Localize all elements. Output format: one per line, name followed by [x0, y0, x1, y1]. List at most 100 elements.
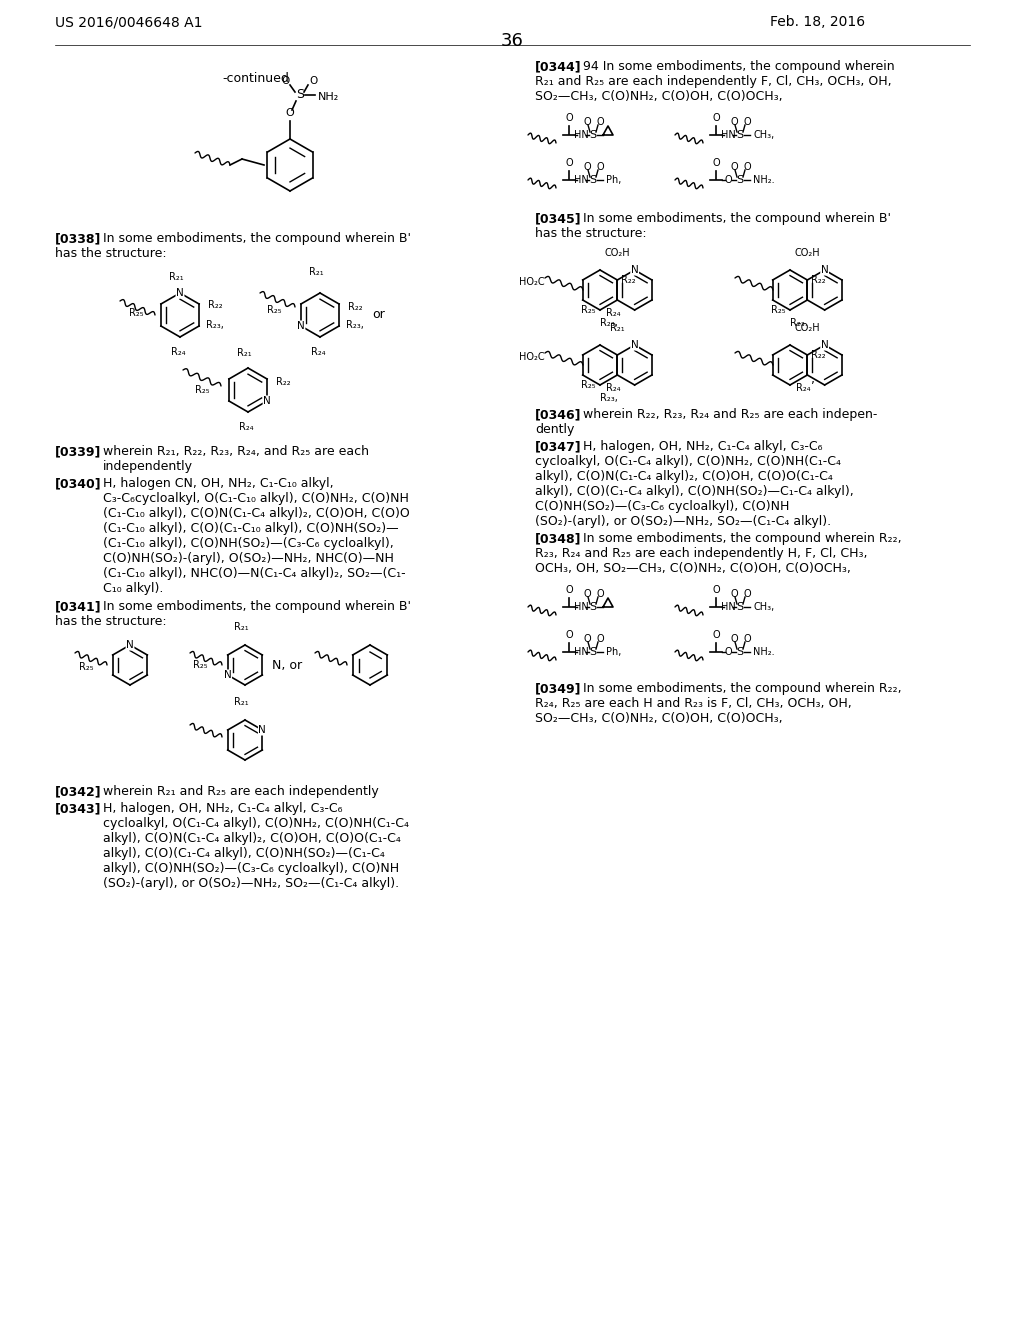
- Text: R₂₁: R₂₁: [169, 272, 183, 282]
- Text: R₂₄: R₂₄: [606, 383, 621, 393]
- Text: NH₂.: NH₂.: [753, 176, 774, 185]
- Text: alkyl), C(O)N(C₁-C₄ alkyl)₂, C(O)OH, C(O)O(C₁-C₄: alkyl), C(O)N(C₁-C₄ alkyl)₂, C(O)OH, C(O…: [535, 470, 833, 483]
- Text: HN: HN: [573, 129, 589, 140]
- Text: dently: dently: [535, 422, 574, 436]
- Text: S: S: [590, 129, 597, 140]
- Text: (SO₂)-(aryl), or O(SO₂)—NH₂, SO₂—(C₁-C₄ alkyl).: (SO₂)-(aryl), or O(SO₂)—NH₂, SO₂—(C₁-C₄ …: [103, 876, 399, 890]
- Text: [0347]: [0347]: [535, 440, 582, 453]
- Text: R₂₂: R₂₂: [811, 275, 826, 285]
- Text: R₂₅: R₂₅: [129, 308, 144, 318]
- Text: Ph,: Ph,: [606, 647, 622, 657]
- Text: R₂₄: R₂₄: [171, 347, 185, 356]
- Text: O: O: [743, 589, 751, 599]
- Text: [0345]: [0345]: [535, 213, 582, 224]
- Text: O: O: [584, 162, 591, 172]
- Text: HN: HN: [573, 602, 589, 612]
- Text: R₂₅: R₂₅: [582, 380, 596, 389]
- Text: 94 In some embodiments, the compound wherein: 94 In some embodiments, the compound whe…: [583, 59, 895, 73]
- Text: N, or: N, or: [272, 659, 302, 672]
- Text: [0341]: [0341]: [55, 601, 101, 612]
- Text: or: or: [372, 309, 385, 322]
- Text: wherein R₂₁ and R₂₅ are each independently: wherein R₂₁ and R₂₅ are each independent…: [103, 785, 379, 799]
- Text: R₂₅: R₂₅: [267, 305, 282, 315]
- Text: C₁₀ alkyl).: C₁₀ alkyl).: [103, 582, 164, 595]
- Text: O: O: [730, 162, 738, 172]
- Text: has the structure:: has the structure:: [55, 247, 167, 260]
- Text: alkyl), C(O)NH(SO₂)—(C₃-C₆ cycloalkyl), C(O)NH: alkyl), C(O)NH(SO₂)—(C₃-C₆ cycloalkyl), …: [103, 862, 399, 875]
- Text: -continued: -continued: [222, 73, 289, 84]
- Text: OCH₃, OH, SO₂—CH₃, C(O)NH₂, C(O)OH, C(O)OCH₃,: OCH₃, OH, SO₂—CH₃, C(O)NH₂, C(O)OH, C(O)…: [535, 562, 851, 576]
- Text: O: O: [584, 634, 591, 644]
- Text: R₂₂: R₂₂: [811, 350, 826, 360]
- Text: R₂₄: R₂₄: [310, 347, 326, 356]
- Text: S: S: [296, 88, 304, 102]
- Text: R₂₂: R₂₂: [348, 302, 362, 312]
- Text: HN: HN: [573, 176, 589, 185]
- Text: N: N: [126, 640, 134, 649]
- Text: S: S: [736, 129, 743, 140]
- Text: R₂₁ and R₂₅ are each independently F, Cl, CH₃, OCH₃, OH,: R₂₁ and R₂₅ are each independently F, Cl…: [535, 75, 892, 88]
- Text: R₂₅: R₂₅: [582, 305, 596, 315]
- Text: R₂₃,: R₂₃,: [600, 393, 617, 403]
- Text: S: S: [736, 176, 743, 185]
- Text: R₂₁: R₂₁: [233, 622, 248, 632]
- Text: cycloalkyl, O(C₁-C₄ alkyl), C(O)NH₂, C(O)NH(C₁-C₄: cycloalkyl, O(C₁-C₄ alkyl), C(O)NH₂, C(O…: [103, 817, 409, 830]
- Text: has the structure:: has the structure:: [55, 615, 167, 628]
- Text: H, halogen CN, OH, NH₂, C₁-C₁₀ alkyl,: H, halogen CN, OH, NH₂, C₁-C₁₀ alkyl,: [103, 477, 334, 490]
- Text: C₃-C₆cycloalkyl, O(C₁-C₁₀ alkyl), C(O)NH₂, C(O)NH: C₃-C₆cycloalkyl, O(C₁-C₁₀ alkyl), C(O)NH…: [103, 492, 409, 506]
- Text: S: S: [736, 602, 743, 612]
- Text: [0340]: [0340]: [55, 477, 101, 490]
- Text: O: O: [596, 634, 604, 644]
- Text: C(O)NH(SO₂)-(aryl), O(SO₂)—NH₂, NHC(O)—NH: C(O)NH(SO₂)-(aryl), O(SO₂)—NH₂, NHC(O)—N…: [103, 552, 394, 565]
- Text: NH₂: NH₂: [318, 92, 339, 102]
- Text: [0342]: [0342]: [55, 785, 101, 799]
- Text: [0343]: [0343]: [55, 803, 101, 814]
- Text: O: O: [743, 634, 751, 644]
- Text: [0346]: [0346]: [535, 408, 582, 421]
- Text: O: O: [584, 589, 591, 599]
- Text: N: N: [263, 396, 271, 407]
- Text: CO₂H: CO₂H: [604, 248, 630, 257]
- Text: CO₂H: CO₂H: [795, 323, 820, 333]
- Text: O: O: [282, 77, 290, 86]
- Text: US 2016/0046648 A1: US 2016/0046648 A1: [55, 15, 203, 29]
- Text: S: S: [590, 602, 597, 612]
- Text: (SO₂)-(aryl), or O(SO₂)—NH₂, SO₂—(C₁-C₄ alkyl).: (SO₂)-(aryl), or O(SO₂)—NH₂, SO₂—(C₁-C₄ …: [535, 515, 831, 528]
- Text: O: O: [712, 585, 720, 595]
- Text: R₂₅: R₂₅: [193, 660, 207, 671]
- Text: (C₁-C₁₀ alkyl), C(O)NH(SO₂)—(C₃-C₆ cycloalkyl),: (C₁-C₁₀ alkyl), C(O)NH(SO₂)—(C₃-C₆ cyclo…: [103, 537, 394, 550]
- Text: R₂₅: R₂₅: [771, 305, 786, 315]
- Text: O: O: [712, 158, 720, 168]
- Text: R₂₃,: R₂₃,: [206, 319, 224, 330]
- Text: alkyl), C(O)(C₁-C₄ alkyl), C(O)NH(SO₂)—(C₁-C₄: alkyl), C(O)(C₁-C₄ alkyl), C(O)NH(SO₂)—(…: [103, 847, 385, 861]
- Text: [0349]: [0349]: [535, 682, 582, 696]
- Text: C(O)NH(SO₂)—(C₃-C₆ cycloalkyl), C(O)NH: C(O)NH(SO₂)—(C₃-C₆ cycloalkyl), C(O)NH: [535, 500, 790, 513]
- Text: S: S: [736, 647, 743, 657]
- Text: (C₁-C₁₀ alkyl), C(O)(C₁-C₁₀ alkyl), C(O)NH(SO₂)—: (C₁-C₁₀ alkyl), C(O)(C₁-C₁₀ alkyl), C(O)…: [103, 521, 398, 535]
- Text: [0339]: [0339]: [55, 445, 101, 458]
- Text: N: N: [176, 288, 184, 298]
- Text: Feb. 18, 2016: Feb. 18, 2016: [770, 15, 865, 29]
- Text: S: S: [590, 647, 597, 657]
- Text: O: O: [596, 117, 604, 127]
- Text: R₂₄: R₂₄: [606, 308, 621, 318]
- Text: N: N: [297, 321, 305, 331]
- Text: [0338]: [0338]: [55, 232, 101, 246]
- Text: independently: independently: [103, 459, 193, 473]
- Text: N: N: [631, 265, 639, 275]
- Text: In some embodiments, the compound wherein B': In some embodiments, the compound wherei…: [103, 601, 411, 612]
- Text: O: O: [565, 158, 572, 168]
- Text: SO₂—CH₃, C(O)NH₂, C(O)OH, C(O)OCH₃,: SO₂—CH₃, C(O)NH₂, C(O)OH, C(O)OCH₃,: [535, 711, 782, 725]
- Text: Ph,: Ph,: [606, 176, 622, 185]
- Text: R₂₃,: R₂₃,: [600, 318, 617, 327]
- Text: O: O: [730, 634, 738, 644]
- Text: cycloalkyl, O(C₁-C₄ alkyl), C(O)NH₂, C(O)NH(C₁-C₄: cycloalkyl, O(C₁-C₄ alkyl), C(O)NH₂, C(O…: [535, 455, 841, 469]
- Text: R₂₃, R₂₄ and R₂₅ are each independently H, F, Cl, CH₃,: R₂₃, R₂₄ and R₂₅ are each independently …: [535, 546, 867, 560]
- Text: O: O: [565, 585, 572, 595]
- Text: [0344]: [0344]: [535, 59, 582, 73]
- Text: O: O: [743, 162, 751, 172]
- Text: N: N: [224, 671, 231, 680]
- Text: O: O: [310, 77, 318, 86]
- Text: R₂₃,: R₂₃,: [346, 319, 364, 330]
- Text: HN: HN: [721, 129, 735, 140]
